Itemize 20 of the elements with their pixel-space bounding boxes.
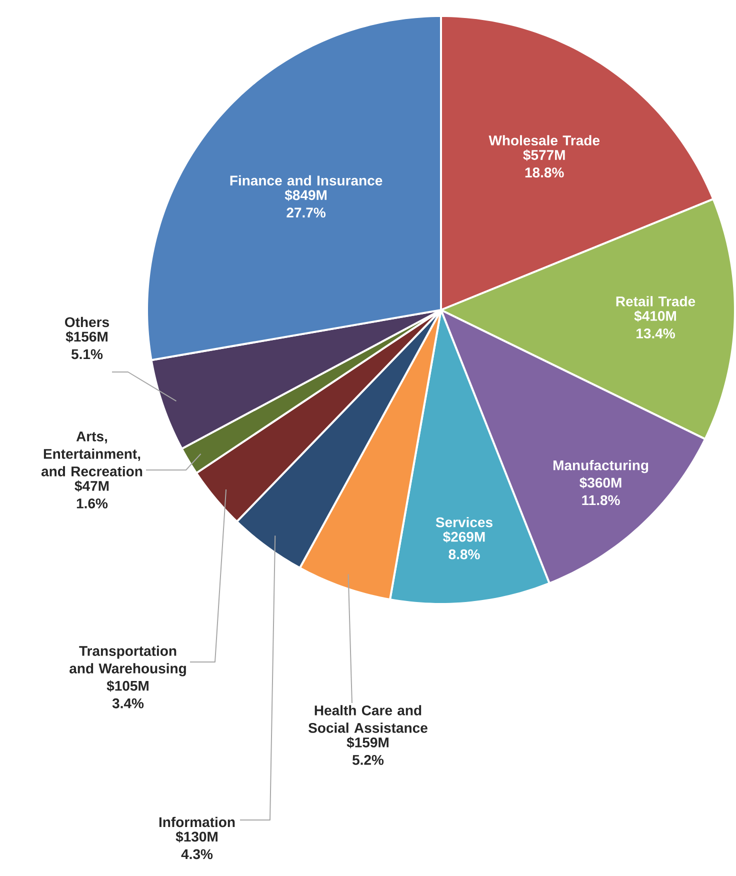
slice-label: Manufacturing [554,460,648,474]
slice-label: Information [159,816,235,828]
data-label: $360M 11.8% [580,477,622,506]
slice-label: Services [436,516,492,528]
data-label: $849M 27.7% [284,190,327,218]
slice-label: Retail Trade [616,296,696,306]
data-label: $47M 1.6% [74,480,109,508]
slice-label: Wholesale Trade [488,135,600,146]
data-label: $156M 5.1% [66,331,108,360]
slice-label: Finance and Insurance [230,175,382,186]
slice-label: Health Care and Social Assistance [308,705,428,733]
slice-label: Others [65,316,109,328]
data-label: $130M 4.3% [176,831,218,860]
data-label: $159M 5.2% [346,736,388,765]
data-label: $577M 18.8% [523,149,565,178]
slice-label: Transportation and Warehousing [70,646,186,676]
slice-label: Arts, Entertainment, and Recreation [41,432,142,476]
data-label: $410M 13.4% [634,310,676,338]
data-label: $105M 3.4% [106,680,148,708]
data-label: $269M 8.8% [443,531,485,560]
